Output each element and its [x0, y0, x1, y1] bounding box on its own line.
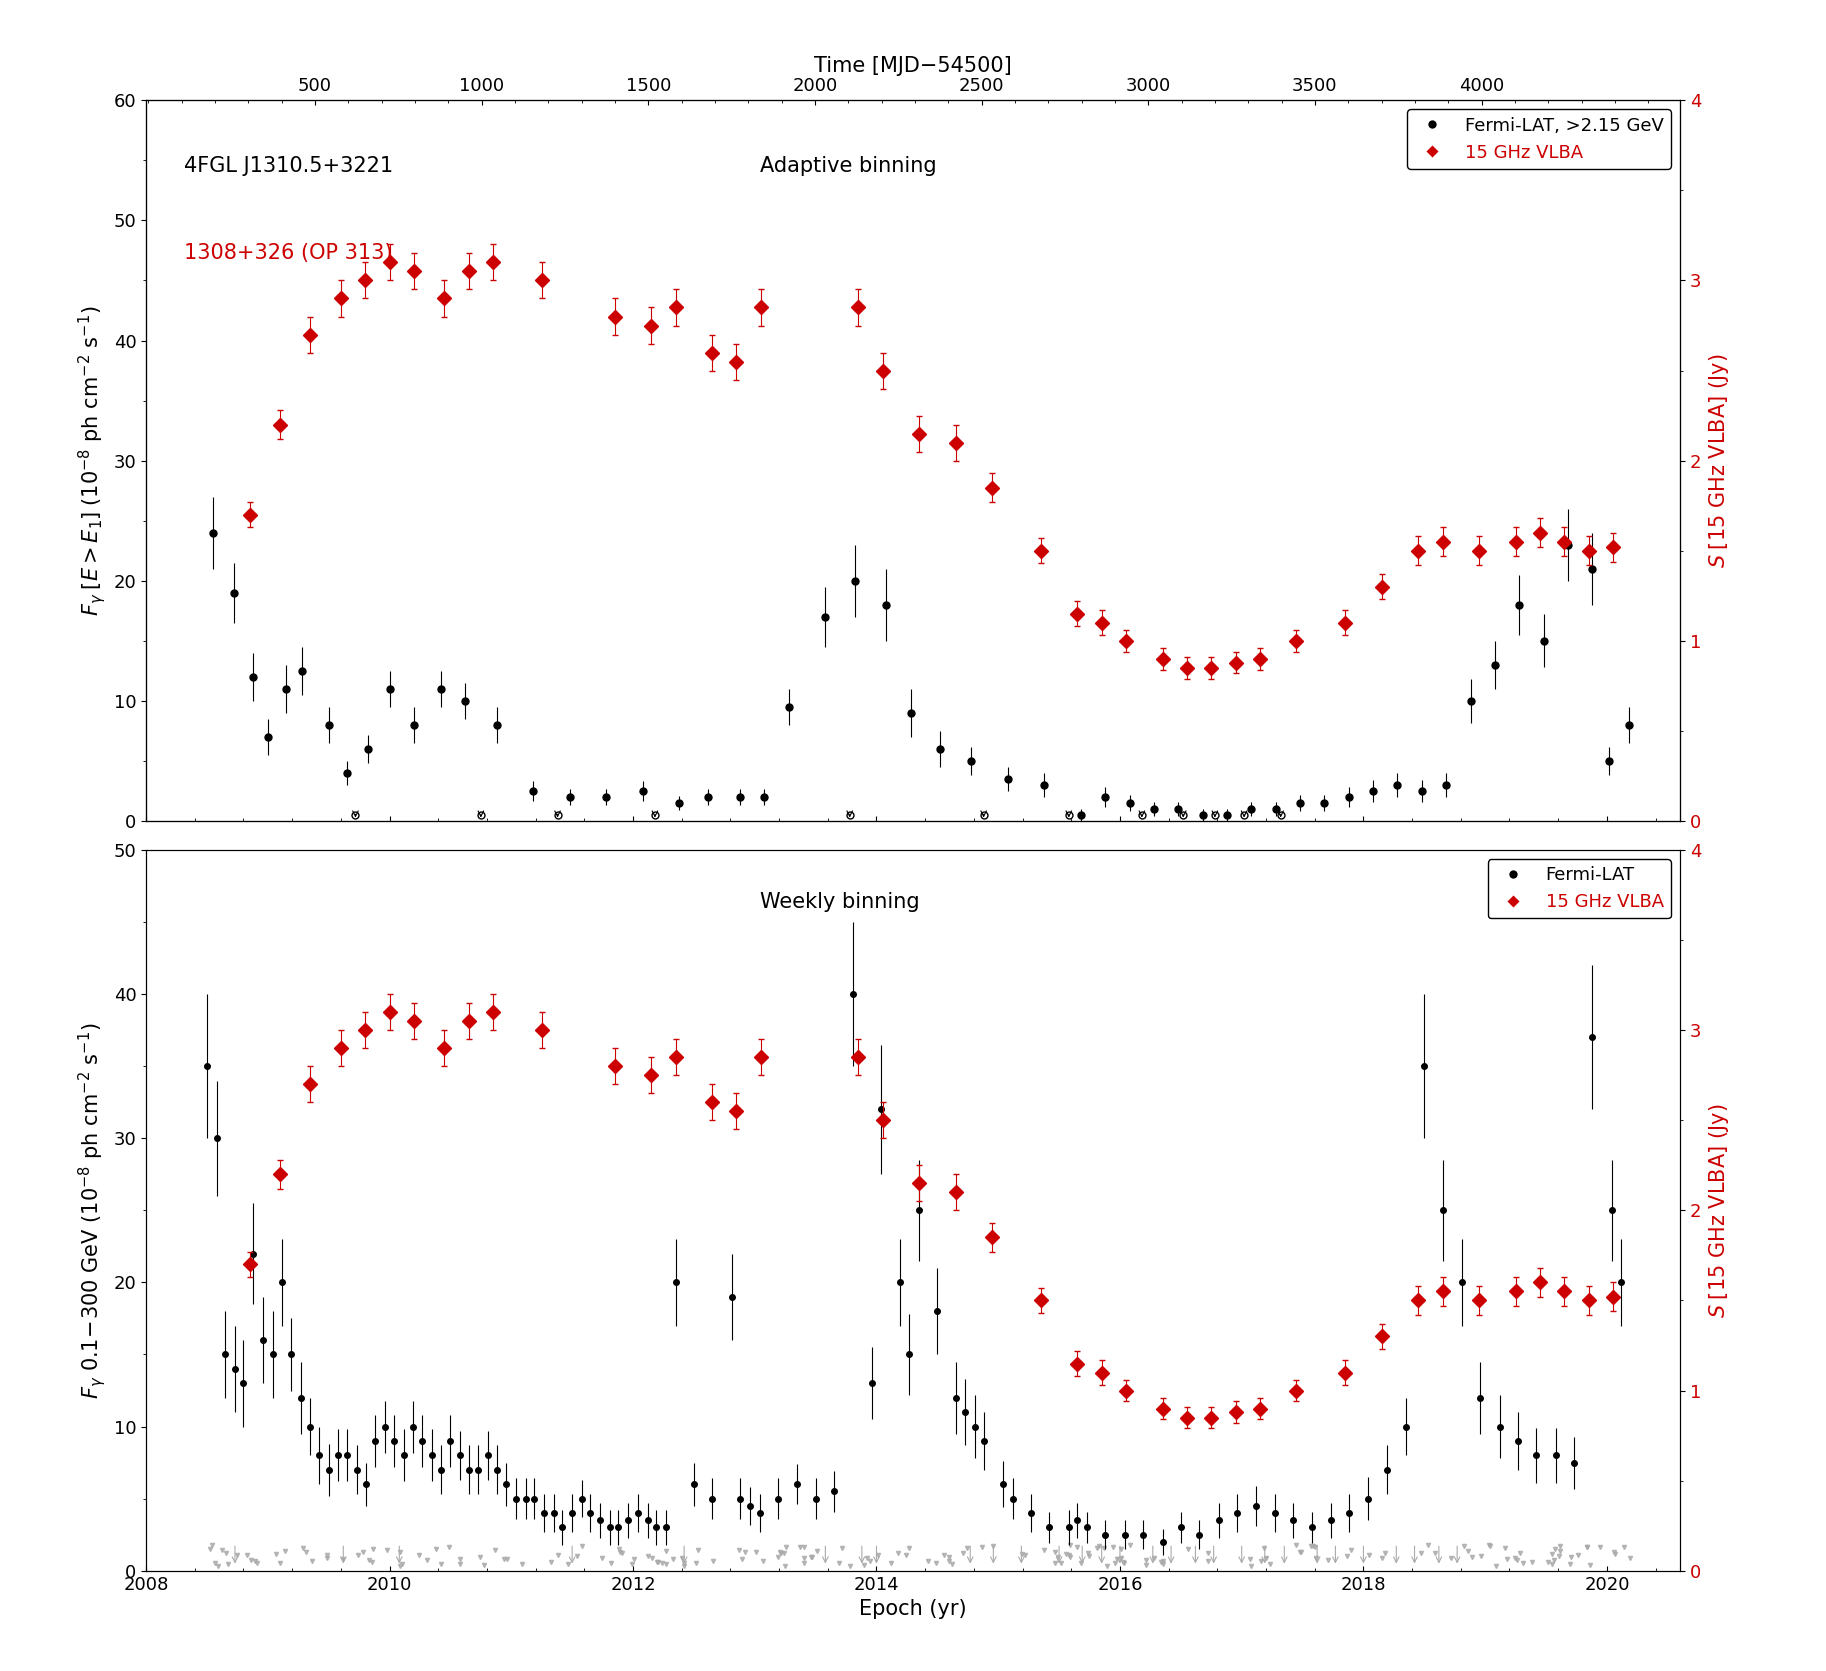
Y-axis label: $F_{\gamma}\;[E>E_1]\;(10^{-8}\ \mathrm{ph\ cm^{-2}\ s^{-1}})$: $F_{\gamma}\;[E>E_1]\;(10^{-8}\ \mathrm{…: [77, 306, 108, 617]
X-axis label: Epoch (yr): Epoch (yr): [860, 1599, 966, 1619]
X-axis label: Time [MJD−54500]: Time [MJD−54500]: [814, 55, 1012, 75]
Y-axis label: $S\;[15\ \mathrm{GHz\ VLBA}]\ (\mathrm{Jy})$: $S\;[15\ \mathrm{GHz\ VLBA}]\ (\mathrm{J…: [1707, 1103, 1731, 1317]
Y-axis label: $S\;[15\ \mathrm{GHz\ VLBA}]\ (\mathrm{Jy})$: $S\;[15\ \mathrm{GHz\ VLBA}]\ (\mathrm{J…: [1707, 354, 1731, 568]
Text: 4FGL J1310.5+3221: 4FGL J1310.5+3221: [184, 157, 394, 177]
Legend: Fermi-LAT, 15 GHz VLBA: Fermi-LAT, 15 GHz VLBA: [1488, 859, 1671, 919]
Legend: Fermi-LAT, >2.15 GeV, 15 GHz VLBA: Fermi-LAT, >2.15 GeV, 15 GHz VLBA: [1408, 109, 1671, 169]
Text: Adaptive binning: Adaptive binning: [760, 157, 937, 177]
Text: 1308+326 (OP 313): 1308+326 (OP 313): [184, 242, 393, 262]
Text: Weekly binning: Weekly binning: [760, 892, 918, 912]
Y-axis label: $F_{\gamma}\ 0.1\!-\!300\ \mathrm{GeV}\ (10^{-8}\ \mathrm{ph\ cm^{-2}\ s^{-1}})$: $F_{\gamma}\ 0.1\!-\!300\ \mathrm{GeV}\ …: [77, 1023, 108, 1399]
